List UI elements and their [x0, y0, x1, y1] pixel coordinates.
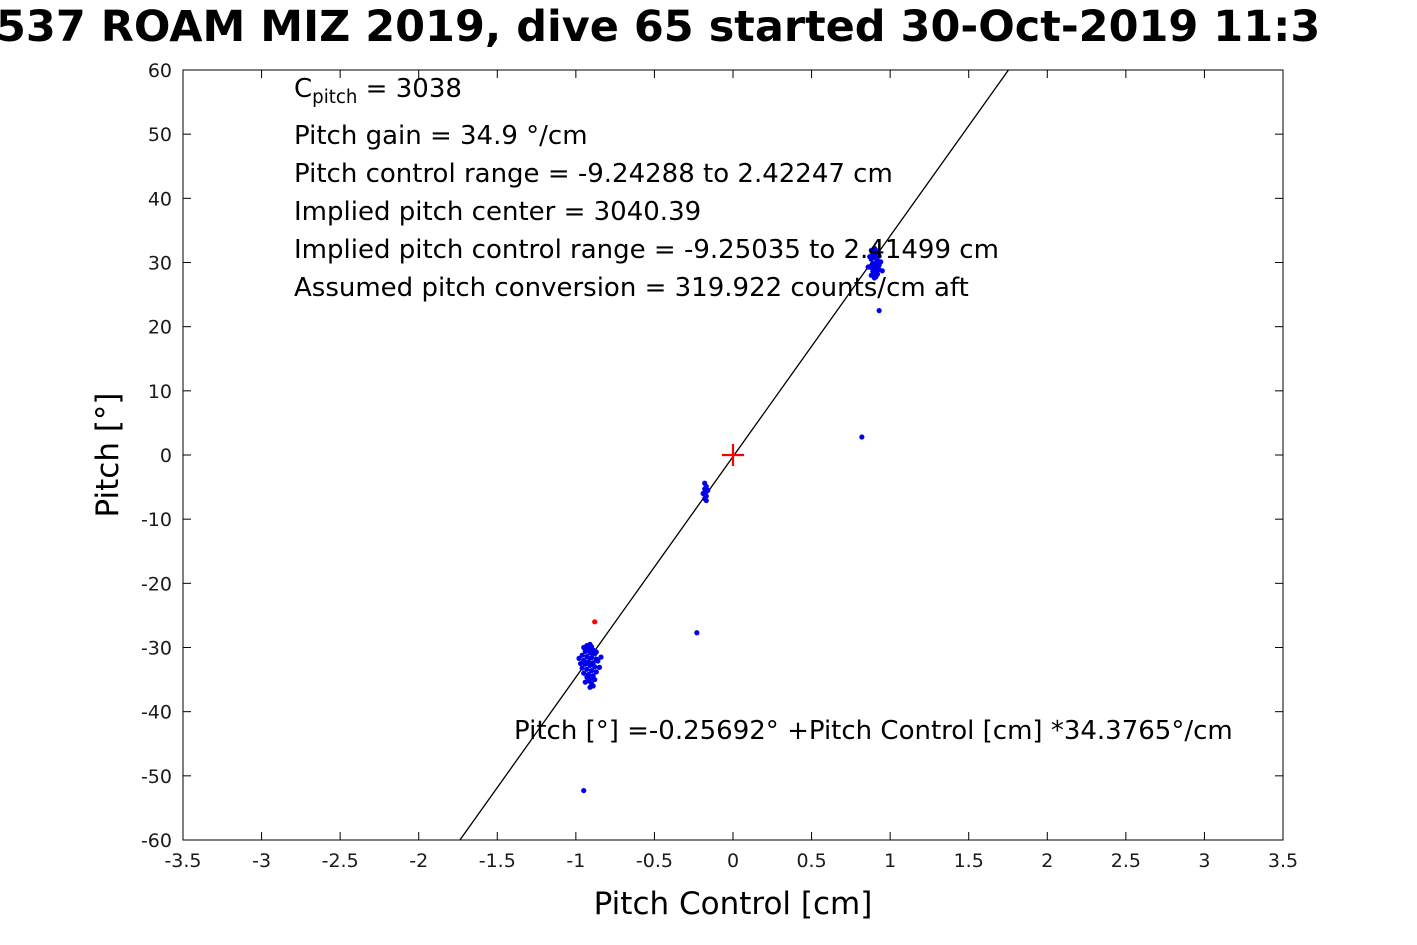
- pitch-observations-point: [700, 490, 706, 497]
- pitch-observations-point: [579, 665, 585, 671]
- x-axis-label: Pitch Control [cm]: [593, 886, 873, 922]
- y-tick-label: -10: [141, 509, 172, 531]
- x-tick-label: 2.5: [1111, 850, 1141, 872]
- y-tick-label: -30: [141, 638, 172, 660]
- x-tick-label: 2: [1041, 850, 1053, 872]
- pitch-observations-point: [703, 497, 709, 504]
- pitch-observations-point: [592, 664, 598, 670]
- x-tick-label: -0.5: [636, 850, 673, 872]
- series-implied-center-marker: [722, 444, 744, 466]
- pitch-observations-point: [582, 648, 588, 654]
- pitch-observations-point: [876, 253, 882, 259]
- annotation-pitch-gain: Pitch gain = 34.9 °/cm: [294, 121, 588, 152]
- pitch-observations-point: [584, 653, 590, 660]
- x-tick-label: 1: [884, 850, 896, 872]
- y-tick-label: 30: [148, 253, 172, 275]
- pitch-observations-point: [867, 254, 873, 260]
- x-tick-label: 0.5: [796, 850, 826, 872]
- pitch-observations-point: [582, 661, 588, 667]
- pitch-observations-point: [593, 649, 599, 655]
- pitch-observations-point: [587, 650, 593, 656]
- x-tick-label: -2: [409, 850, 428, 872]
- pitch-observations-point: [581, 787, 587, 794]
- y-tick-label: 60: [148, 60, 172, 82]
- annotation-implied-pitch-center: Implied pitch center = 3040.39: [294, 197, 702, 228]
- series-flagged-observations: [592, 619, 598, 625]
- pitch-observations-point: [878, 259, 884, 265]
- cpitch-subscript: pitch: [312, 87, 358, 109]
- series-pitch-observations: [576, 245, 885, 794]
- x-tick-label: -3: [252, 850, 271, 872]
- y-axis-label: Pitch [°]: [90, 392, 126, 518]
- pitch-observations-point: [705, 487, 711, 493]
- flagged-observations-point: [592, 619, 598, 625]
- cpitch-value: = 3038: [357, 74, 462, 104]
- annotation-assumed-pitch-conversion: Assumed pitch conversion = 319.922 count…: [294, 273, 969, 304]
- x-tick-label: -1.5: [479, 850, 516, 872]
- pitch-observations-point: [865, 264, 871, 270]
- pitch-observations-point: [579, 652, 585, 658]
- y-tick-label: 20: [148, 317, 172, 339]
- pitch-observations-point: [595, 658, 601, 664]
- pitch-observations-point: [871, 275, 878, 281]
- pitch-observations-point: [694, 630, 700, 636]
- y-tick-label: -60: [141, 830, 172, 852]
- x-tick-label: -3.5: [164, 850, 201, 872]
- pitch-observations-point: [587, 662, 593, 669]
- x-tick-label: 3: [1198, 850, 1210, 872]
- annotation-cpitch: Cpitch = 3038: [294, 70, 999, 117]
- implied-center-marker-plus: [722, 444, 744, 466]
- pitch-observations-point: [879, 268, 885, 274]
- chart-title: 537 ROAM MIZ 2019, dive 65 started 30-Oc…: [0, 2, 1321, 52]
- pitch-observations-point: [859, 434, 865, 440]
- pitch-observations-point: [577, 660, 584, 667]
- y-tick-label: 0: [160, 445, 172, 467]
- pitch-observations-point: [590, 683, 596, 689]
- axes-box: [182, 69, 1284, 841]
- pitch-observations-point: [870, 248, 876, 255]
- x-tick-label: -1: [566, 850, 585, 872]
- pitch-observations-point: [593, 669, 599, 675]
- x-tick-label: 0: [727, 850, 739, 872]
- pitch-observations-point: [576, 655, 582, 662]
- y-tick-label: 10: [148, 381, 172, 403]
- pitch-observations-point: [584, 666, 590, 672]
- pitch-observations-point: [582, 679, 588, 685]
- pitch-observations-point: [581, 670, 587, 676]
- y-tick-label: -50: [141, 766, 172, 788]
- x-tick-label: -2.5: [322, 850, 359, 872]
- pitch-observations-point: [592, 676, 598, 683]
- pitch-observations-point: [598, 654, 604, 660]
- y-tick-label: -20: [141, 573, 172, 595]
- fit-equation-label: Pitch [°] =-0.25692° +Pitch Control [cm]…: [514, 716, 1233, 746]
- y-tick-label: 40: [148, 188, 172, 210]
- annotation-pitch-control-range: Pitch control range = -9.24288 to 2.4224…: [294, 159, 893, 190]
- x-tick-label: 3.5: [1268, 850, 1298, 872]
- pitch-observations-point: [588, 668, 595, 674]
- pitch-observations-point: [588, 655, 595, 661]
- x-tick-label: 1.5: [954, 850, 984, 872]
- pitch-observations-point: [596, 664, 603, 670]
- annotation-block: Cpitch = 3038 Pitch gain = 34.9 °/cm Pit…: [294, 70, 999, 307]
- annotation-implied-pitch-control-range: Implied pitch control range = -9.25035 t…: [294, 235, 999, 266]
- pitch-observations-point: [876, 308, 882, 314]
- cpitch-base: C: [294, 74, 313, 104]
- y-tick-label: -40: [141, 702, 172, 724]
- pitch-observations-point: [587, 641, 593, 647]
- y-tick-label: 50: [148, 124, 172, 146]
